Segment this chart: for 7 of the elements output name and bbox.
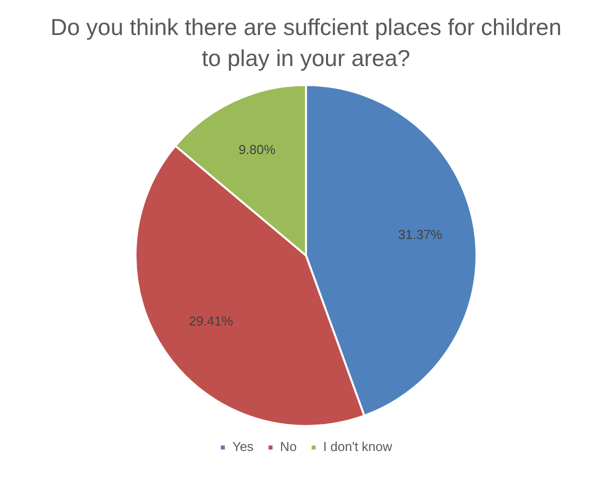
legend-label: Yes	[232, 439, 254, 454]
legend-label: I don't know	[323, 439, 393, 454]
data-label: 29.41%	[188, 314, 234, 329]
data-label: 31.37%	[398, 226, 443, 242]
data-label: 9.80%	[238, 142, 276, 157]
legend-label: No	[280, 439, 297, 454]
chart-title: Do you think there are suffcient places for children to play in your area?	[50, 13, 562, 73]
